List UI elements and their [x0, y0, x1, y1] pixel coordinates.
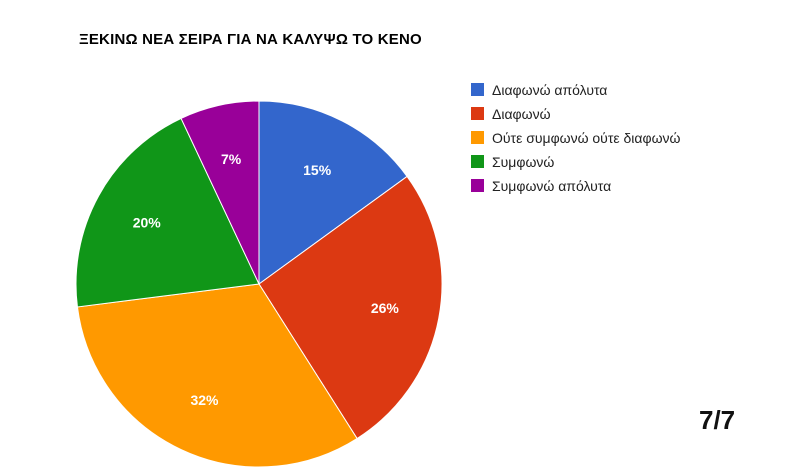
legend-swatch-1	[471, 107, 484, 120]
slice-label-0: 15%	[303, 162, 332, 178]
legend-item-1: Διαφωνώ	[471, 103, 680, 124]
legend-label-0: Διαφωνώ απόλυτα	[492, 81, 608, 98]
pie-slice-4	[180, 100, 260, 285]
pie-slice-3	[75, 117, 260, 308]
legend-label-1: Διαφωνώ	[492, 105, 551, 122]
pie-slice-labels: 15% 26% 32% 20% 7%	[133, 151, 400, 408]
legend-label-2: Ούτε συμφωνώ ούτε διαφωνώ	[492, 129, 681, 146]
slice-label-3: 20%	[133, 214, 162, 230]
legend-item-3: Συμφωνώ	[471, 151, 680, 172]
pie-slice-2	[76, 283, 358, 468]
page-indicator: 7/7	[699, 405, 736, 435]
legend-label-4: Συμφωνώ απόλυτα	[492, 177, 612, 194]
legend-label-3: Συμφωνώ	[492, 153, 555, 170]
legend-swatch-0	[471, 83, 484, 96]
slice-label-1: 26%	[371, 300, 400, 316]
legend: Διαφωνώ απόλυτα Διαφωνώ Ούτε συμφωνώ ούτε …	[471, 79, 680, 199]
slice-label-4: 7%	[221, 151, 242, 167]
legend-swatch-4	[471, 179, 484, 192]
pie-slice-0	[258, 100, 408, 285]
pie-slice-1	[258, 175, 443, 440]
legend-item-4: Συμφωνώ απόλυτα	[471, 175, 680, 196]
legend-item-0: Διαφωνώ απόλυτα	[471, 79, 680, 100]
slice-label-2: 32%	[190, 392, 219, 408]
pie-slices	[75, 100, 443, 468]
legend-item-2: Ούτε συμφωνώ ούτε διαφωνώ	[471, 127, 680, 148]
legend-swatch-2	[471, 131, 484, 144]
legend-swatch-3	[471, 155, 484, 168]
chart-title: ΞΕΚΙΝΩ ΝΕΑ ΣΕΙΡΑ ΓΙΑ ΝΑ ΚΑΛΥΨΩ ΤΟ ΚΕΝΟ	[79, 31, 422, 48]
